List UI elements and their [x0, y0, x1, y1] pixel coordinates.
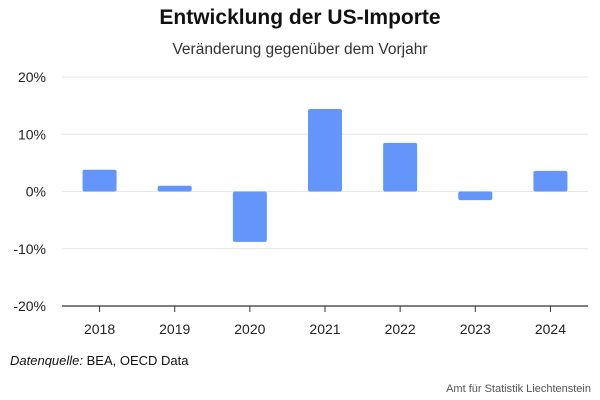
data-source: Datenquelle: BEA, OECD Data	[10, 353, 188, 368]
data-source-text: BEA, OECD Data	[83, 353, 189, 368]
bar-2022	[383, 142, 418, 192]
x-tick-label: 2024	[535, 321, 566, 337]
x-tick-label: 2021	[309, 321, 340, 337]
bar-2020	[232, 191, 267, 242]
bars	[82, 109, 568, 242]
y-axis-tick-labels: -20% -10% 0% 10% 20%	[13, 69, 46, 314]
x-tick-label: 2020	[234, 321, 265, 337]
y-tick-label: -20%	[13, 298, 46, 314]
data-source-label: Datenquelle:	[10, 353, 83, 368]
y-tick-label: 20%	[18, 69, 46, 85]
bar-2023	[458, 191, 493, 201]
bar-2021	[308, 109, 342, 192]
x-tick-label: 2022	[385, 321, 416, 337]
bar-2024	[533, 170, 568, 192]
x-tick-label: 2019	[159, 321, 190, 337]
bar-2018	[82, 169, 117, 192]
x-tick-label: 2018	[84, 321, 115, 337]
y-tick-label: -10%	[13, 241, 46, 257]
footer-credit: Amt für Statistik Liechtenstein	[446, 383, 591, 395]
x-axis	[62, 305, 588, 312]
chart-title: Entwicklung der US-Importe	[159, 6, 441, 29]
x-axis-tick-labels: 2018 2019 2020 2021 2022 2023 2024	[84, 321, 566, 337]
bar-2019	[157, 185, 192, 192]
chart-subtitle: Veränderung gegenüber dem Vorjahr	[172, 41, 428, 58]
x-tick-label: 2023	[460, 321, 491, 337]
y-tick-label: 10%	[18, 126, 46, 142]
y-tick-label: 0%	[26, 184, 46, 200]
